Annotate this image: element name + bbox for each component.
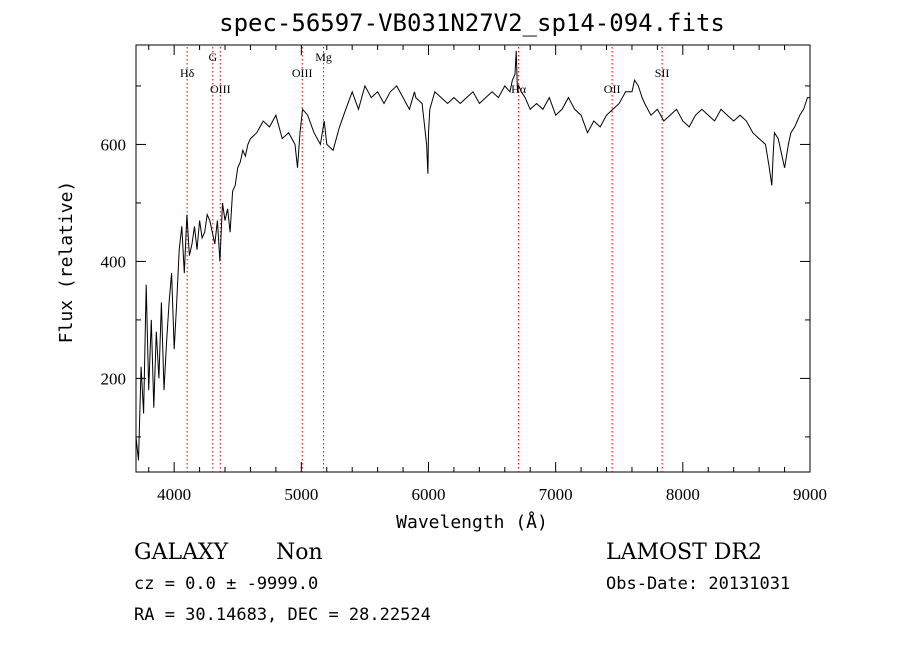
- x-tick-label: 7000: [539, 485, 573, 504]
- plot-frame: [135, 44, 811, 473]
- observation-date: Obs-Date: 20131031: [606, 574, 790, 594]
- spectral-line-label: OIII: [292, 66, 313, 80]
- y-tick-label: 200: [101, 369, 127, 388]
- object-class: GALAXY: [134, 540, 229, 565]
- spectral-line-label: SII: [655, 66, 670, 80]
- spectrum-series-line: [135, 50, 810, 461]
- redshift-readout: cz = 0.0 ± -9999.0: [134, 574, 318, 594]
- spectral-line-label: OIII: [210, 82, 231, 96]
- spectral-line-label: OII: [604, 82, 621, 96]
- coordinates-readout: RA = 30.14683, DEC = 28.22524: [134, 605, 431, 625]
- spectral-line-label: G: [208, 50, 217, 64]
- x-tick-label: 6000: [411, 485, 445, 504]
- y-axis-label: Flux (relative): [56, 181, 77, 344]
- y-tick-label: 400: [101, 252, 127, 271]
- spectral-line-label: Hδ: [180, 66, 195, 80]
- x-tick-label: 8000: [666, 485, 700, 504]
- x-tick-label: 9000: [793, 485, 827, 504]
- y-tick-label: 600: [101, 135, 127, 154]
- spectral-line-label: Mg: [315, 50, 332, 64]
- x-axis-label: Wavelength (Å): [396, 511, 548, 533]
- x-tick-label: 4000: [157, 485, 191, 504]
- object-subclass: Non: [276, 540, 323, 565]
- axis-ticks: 4000 5000 6000 7000 8000 9000 200 400 600: [101, 45, 827, 504]
- spectral-line-label: Hα: [511, 82, 527, 96]
- chart-title: spec-56597-VB031N27V2_sp14-094.fits: [219, 9, 725, 37]
- survey-name: LAMOST DR2: [606, 540, 762, 565]
- x-tick-label: 5000: [284, 485, 318, 504]
